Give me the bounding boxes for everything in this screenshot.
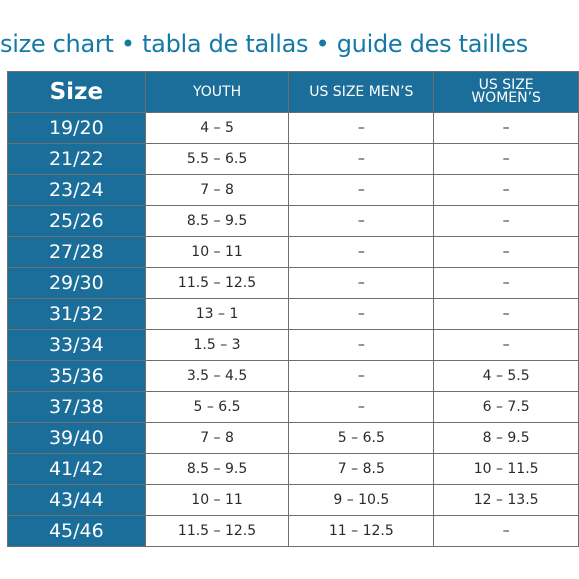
womens-cell: – [433,174,579,206]
youth-cell: 10 – 11 [144,484,290,516]
table-row: 41/42 8.5 – 9.5 7 – 8.5 10 – 11.5 [7,453,579,485]
womens-cell: – [433,329,579,361]
youth-cell: 13 – 1 [144,298,290,330]
youth-cell: 8.5 – 9.5 [144,205,290,237]
mens-cell: – [288,174,435,206]
youth-cell: 7 – 8 [144,174,290,206]
size-cell: 31/32 [7,298,146,330]
womens-cell: 10 – 11.5 [433,453,579,485]
womens-cell: – [433,298,579,330]
table-row: 29/30 11.5 – 12.5– – [7,267,579,299]
size-cell: 23/24 [7,174,146,206]
table-row: 19/20 4 – 5– – [7,112,579,144]
youth-cell: 8.5 – 9.5 [144,453,290,485]
column-header-youth: YOUTH [144,71,290,113]
womens-cell: – [433,267,579,299]
youth-cell: 10 – 11 [144,236,290,268]
youth-cell: 7 – 8 [144,422,290,454]
size-cell: 39/40 [7,422,146,454]
page-title: size chart • tabla de tallas • guide des… [0,30,528,58]
size-cell: 45/46 [7,515,146,547]
youth-cell: 4 – 5 [144,112,290,144]
size-cell: 37/38 [7,391,146,423]
size-cell: 19/20 [7,112,146,144]
womens-cell: 6 – 7.5 [433,391,579,423]
womens-cell: – [433,143,579,175]
mens-cell: – [288,112,435,144]
size-cell: 29/30 [7,267,146,299]
table-row: 25/26 8.5 – 9.5– – [7,205,579,237]
table-row: 45/46 11.5 – 12.5 11 – 12.5– [7,515,579,547]
mens-cell: – [288,298,435,330]
mens-cell: – [288,236,435,268]
mens-cell: 11 – 12.5 [288,515,435,547]
table-row: 43/44 10 – 11 9 – 10.5 12 – 13.5 [7,484,579,516]
youth-cell: 11.5 – 12.5 [144,515,290,547]
table-row: 37/38 5 – 6.5–6 – 7.5 [7,391,579,423]
womens-cell: – [433,112,579,144]
size-cell: 41/42 [7,453,146,485]
mens-cell: – [288,391,435,423]
size-cell: 25/26 [7,205,146,237]
womens-header-line-1: US SIZE [478,77,534,93]
womens-cell: 8 – 9.5 [433,422,579,454]
table-row: 23/24 7 – 8– – [7,174,579,206]
mens-cell: – [288,143,435,175]
womens-cell: – [433,205,579,237]
mens-cell: – [288,360,435,392]
mens-cell: – [288,205,435,237]
size-cell: 33/34 [7,329,146,361]
youth-cell: 1.5 – 3 [144,329,290,361]
youth-cell: 5 – 6.5 [144,391,290,423]
table-row: 35/36 3.5 – 4.5–4 – 5.5 [7,360,579,392]
table-header-row: Size YOUTH US SIZE MEN’S US SIZE WOMEN’S [7,71,579,113]
size-chart-table: Size YOUTH US SIZE MEN’S US SIZE WOMEN’S… [7,71,579,547]
table-row: 33/34 1.5 – 3– – [7,329,579,361]
table-body: 19/20 4 – 5– –21/22 5.5 – 6.5– –23/24 7 – 8– –… [7,112,579,547]
size-cell: 43/44 [7,484,146,516]
size-cell: 27/28 [7,236,146,268]
column-header-size: Size [7,71,146,113]
youth-cell: 3.5 – 4.5 [144,360,290,392]
column-header-us-size-mens: US SIZE MEN’S [288,71,435,113]
womens-header-line-2: WOMEN’S [471,90,541,106]
size-cell: 21/22 [7,143,146,175]
table-row: 27/28 10 – 11– – [7,236,579,268]
size-cell: 35/36 [7,360,146,392]
mens-cell: 9 – 10.5 [288,484,435,516]
youth-cell: 5.5 – 6.5 [144,143,290,175]
column-header-us-size-womens: US SIZE WOMEN’S [433,71,579,113]
womens-cell: 4 – 5.5 [433,360,579,392]
womens-cell: – [433,515,579,547]
mens-cell: – [288,267,435,299]
mens-cell: 7 – 8.5 [288,453,435,485]
mens-cell: – [288,329,435,361]
table-row: 31/32 13 – 1– – [7,298,579,330]
mens-cell: 5 – 6.5 [288,422,435,454]
womens-cell: 12 – 13.5 [433,484,579,516]
womens-cell: – [433,236,579,268]
youth-cell: 11.5 – 12.5 [144,267,290,299]
table-row: 21/22 5.5 – 6.5– – [7,143,579,175]
